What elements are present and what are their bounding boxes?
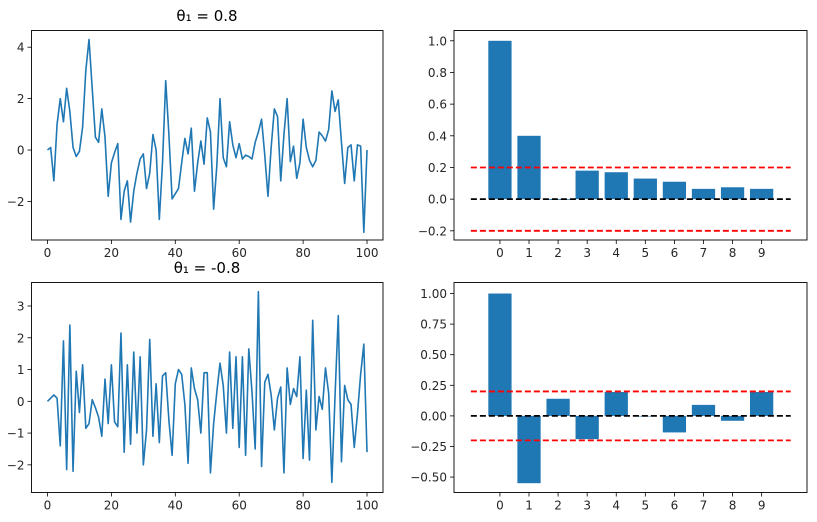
x-tick-label: 80 (295, 499, 310, 513)
y-tick-label: 0.2 (428, 161, 447, 175)
y-tick-label: 0.25 (420, 379, 447, 393)
x-tick-label: 8 (729, 499, 737, 513)
axes-frame (453, 282, 808, 493)
y-tick-label: 0.0 (428, 193, 447, 207)
x-tick-label: 2 (554, 499, 562, 513)
y-tick-label: 0.6 (428, 98, 447, 112)
x-tick-label: 40 (168, 246, 183, 260)
y-tick-label: 0.00 (420, 409, 447, 423)
x-tick-label: 3 (583, 499, 591, 513)
bar-lag-9 (750, 392, 774, 416)
x-tick-label: 100 (356, 499, 379, 513)
y-tick-label: −1 (7, 427, 25, 441)
y-tick-label: 0 (17, 395, 25, 409)
x-tick-label: 80 (295, 246, 310, 260)
bar-lag-7 (691, 404, 716, 416)
x-tick-label: 100 (356, 246, 379, 260)
subplot-3: 0 1 2 3 4 5 6 7 8 9 −0.50 −0.25 0.00 0.25 0.50 0.75 1.00 (410, 282, 808, 513)
y-tick-label: −0.25 (410, 440, 447, 454)
x-tick-label: 4 (612, 499, 620, 513)
x-tick-label: 0 (44, 499, 52, 513)
x-tick-label: 40 (168, 499, 183, 513)
bar-lag-3 (575, 415, 599, 440)
subplot-2: 0 20 40 60 80 100 −2 −1 0 1 2 3 (7, 282, 384, 513)
bar-lag-0 (488, 40, 512, 200)
y-tick-label: 0.75 (420, 318, 447, 332)
x-tick-label: 1 (525, 246, 533, 260)
bar-lag-7 (691, 188, 716, 200)
y-tick-label: 2 (17, 92, 25, 106)
y-tick-label: 4 (17, 41, 25, 55)
bar-lag-8 (720, 187, 745, 200)
y-tick-label: −2 (7, 195, 25, 209)
y-tick-label: −0.2 (418, 224, 447, 238)
y-tick-label: 3 (17, 300, 25, 314)
axes-frame (453, 30, 808, 241)
bar-lag-0 (488, 293, 512, 416)
y-tick-label: 0 (17, 144, 25, 158)
y-tick-label: 0.4 (428, 129, 447, 143)
x-tick-label: 20 (104, 246, 119, 260)
bar-lag-4 (604, 392, 628, 416)
x-tick-label: 6 (671, 499, 679, 513)
x-tick-label: 4 (612, 246, 620, 260)
y-tick-label: 1 (17, 363, 25, 377)
y-tick-label: 1.00 (420, 287, 447, 301)
bar-lag-2 (546, 199, 570, 200)
subplot-0: 0 20 40 60 80 100 −2 0 2 4 (7, 30, 384, 260)
y-tick-label: −2 (7, 458, 25, 472)
x-tick-label: 60 (232, 246, 247, 260)
y-tick-label: 2 (17, 331, 25, 345)
axes-frame (31, 282, 384, 493)
bar-lag-1 (517, 415, 541, 484)
x-tick-label: 9 (758, 499, 766, 513)
bar-lag-2 (546, 398, 570, 416)
x-tick-label: 1 (525, 499, 533, 513)
x-tick-label: 3 (583, 246, 591, 260)
x-tick-label: 8 (729, 246, 737, 260)
x-tick-label: 60 (232, 499, 247, 513)
title-theta-0.8: θ₁ = 0.8 (176, 7, 237, 25)
x-tick-label: 6 (671, 246, 679, 260)
y-tick-label: −0.50 (410, 471, 447, 485)
x-tick-label: 5 (642, 246, 650, 260)
y-tick-label: 0.50 (420, 348, 447, 362)
bar-lag-4 (604, 172, 628, 200)
x-tick-label: 0 (496, 499, 504, 513)
bar-lag-3 (575, 170, 599, 200)
x-tick-label: 9 (758, 246, 766, 260)
x-tick-label: 5 (642, 499, 650, 513)
y-tick-label: 0.8 (428, 66, 447, 80)
title-theta-neg-0.8: θ₁ = -0.8 (174, 259, 241, 277)
bar-lag-9 (750, 188, 774, 200)
series-line (46, 290, 368, 484)
series-line (46, 38, 368, 234)
x-tick-label: 0 (44, 246, 52, 260)
x-tick-label: 20 (104, 499, 119, 513)
subplot-1: 0 1 2 3 4 5 6 7 8 9 −0.2 0.0 0.2 0.4 0.6 0.8 1.0 (418, 30, 808, 260)
x-tick-label: 2 (554, 246, 562, 260)
bar-lag-6 (662, 415, 687, 433)
axes-frame (31, 30, 384, 241)
bar-lag-8 (720, 415, 745, 421)
x-tick-label: 7 (700, 246, 708, 260)
x-tick-label: 0 (496, 246, 504, 260)
x-tick-label: 7 (700, 499, 708, 513)
bar-lag-5 (633, 178, 657, 200)
y-tick-label: 1.0 (428, 34, 447, 48)
bar-lag-6 (662, 181, 687, 200)
